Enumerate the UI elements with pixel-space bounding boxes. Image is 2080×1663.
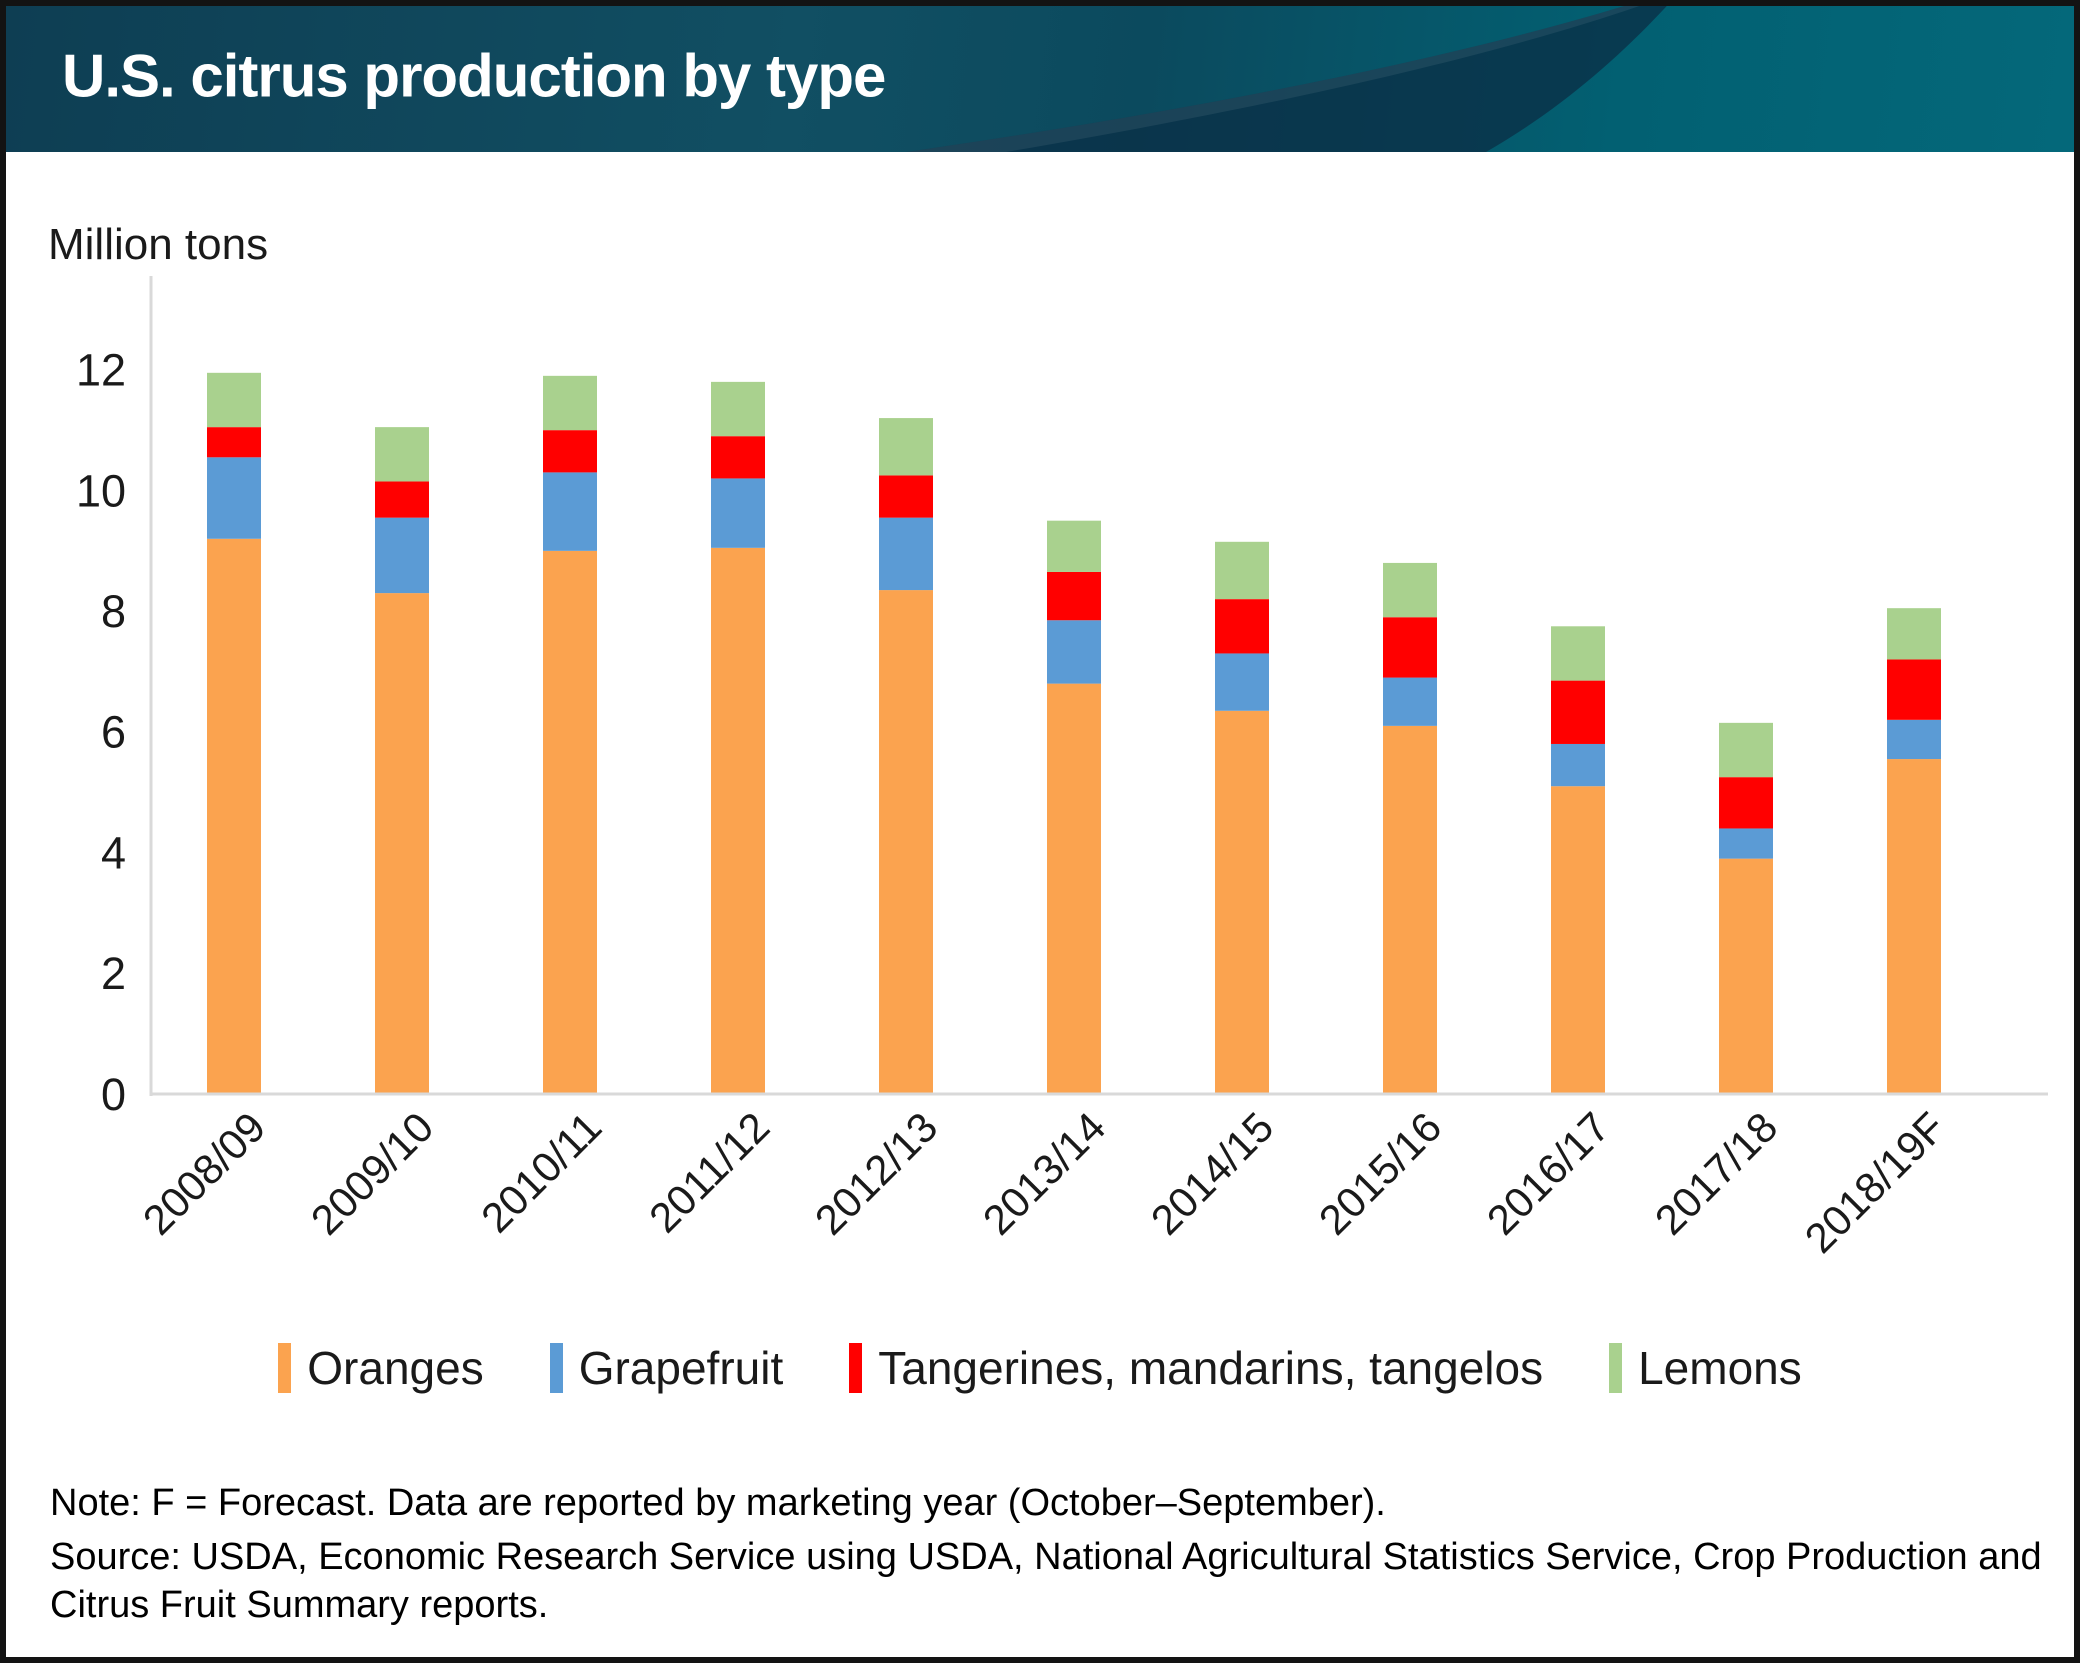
- bar-segment: [375, 427, 429, 482]
- legend-label: Grapefruit: [578, 1342, 784, 1394]
- legend-item-grapefruit: Grapefruit: [549, 1341, 784, 1395]
- bar-segment: [1215, 710, 1269, 1094]
- x-category-label: 2016/17: [1478, 1103, 1619, 1244]
- bar-segment: [1383, 562, 1437, 618]
- x-category-label: 2012/13: [806, 1103, 947, 1244]
- bar-segment: [879, 475, 933, 518]
- header-swoosh-graphic: [906, 6, 1667, 152]
- bar-segment: [1887, 719, 1941, 760]
- bar-segment: [879, 418, 933, 476]
- source-text: Source: USDA, Economic Research Service …: [50, 1534, 2060, 1630]
- bar-segment: [1383, 617, 1437, 678]
- x-category-label: 2008/09: [134, 1103, 275, 1244]
- bar-segment: [1719, 858, 1773, 1094]
- bar-segment: [207, 427, 261, 458]
- note-text: Note: F = Forecast. Data are reported by…: [50, 1482, 1386, 1524]
- bar-segment: [1047, 620, 1101, 684]
- x-category-label: 2015/16: [1310, 1103, 1451, 1244]
- bar-segment: [711, 381, 765, 437]
- bar-segment: [375, 593, 429, 1094]
- x-category-label: 2014/15: [1142, 1103, 1283, 1244]
- legend-label: Tangerines, mandarins, tangelos: [878, 1342, 1544, 1394]
- bar-segment: [1887, 659, 1941, 720]
- header-banner: U.S. citrus production by type: [6, 6, 2074, 152]
- bar-segment: [1719, 828, 1773, 859]
- bar-segment: [543, 375, 597, 431]
- y-tick-label: 4: [101, 827, 126, 878]
- x-category-label: 2013/14: [974, 1103, 1115, 1244]
- bar-segment: [1719, 722, 1773, 778]
- bar-segment: [1383, 725, 1437, 1094]
- bar-segment: [711, 547, 765, 1094]
- x-category-label: 2009/10: [302, 1103, 443, 1244]
- legend-label: Lemons: [1638, 1342, 1802, 1394]
- bar-segment: [1215, 599, 1269, 654]
- bar-segment: [207, 372, 261, 428]
- y-tick-label: 2: [101, 948, 126, 999]
- bar-segment: [879, 590, 933, 1094]
- x-category-label: 2011/12: [640, 1103, 778, 1241]
- bar-segment: [1551, 680, 1605, 744]
- bar-segment: [1215, 541, 1269, 600]
- bar-segment: [207, 457, 261, 539]
- bar-segment: [1383, 677, 1437, 726]
- y-axis-title: Million tons: [48, 220, 269, 269]
- bar-segment: [543, 472, 597, 551]
- legend-swatch-oranges: [278, 1343, 292, 1393]
- bar-segment: [1551, 786, 1605, 1094]
- legend-item-tangerines: Tangerines, mandarins, tangelos: [849, 1341, 1543, 1395]
- bar-segment: [1047, 571, 1101, 621]
- bar-segment: [375, 481, 429, 518]
- y-tick-label: 0: [101, 1069, 126, 1120]
- y-tick-label: 6: [101, 707, 126, 758]
- legend: Oranges Grapefruit Tangerines, mandarins…: [6, 1338, 2074, 1398]
- y-tick-label: 8: [101, 586, 126, 637]
- x-category-label: 2010/11: [472, 1103, 610, 1241]
- bar-segment: [375, 517, 429, 594]
- bar-segment: [1215, 653, 1269, 711]
- y-tick-label: 12: [76, 345, 126, 396]
- bar-segment: [711, 478, 765, 548]
- bar-segment: [1047, 683, 1101, 1094]
- x-category-label: 2018/19F: [1796, 1103, 1955, 1262]
- source-line-2: Citrus Fruit Summary reports.: [50, 1583, 549, 1626]
- bar-segment: [1047, 520, 1101, 572]
- bar-segment: [1719, 777, 1773, 829]
- bar-segment: [879, 517, 933, 591]
- source-line-1: Source: USDA, Economic Research Service …: [50, 1536, 2042, 1578]
- legend-item-oranges: Oranges: [278, 1341, 484, 1395]
- bar-segment: [1887, 759, 1941, 1094]
- bar-segment: [543, 550, 597, 1094]
- legend-label: Oranges: [307, 1342, 484, 1394]
- bar-segment: [1551, 743, 1605, 787]
- legend-swatch-tangerines: [849, 1343, 863, 1393]
- x-category-label: 2017/18: [1646, 1103, 1787, 1244]
- legend-swatch-grapefruit: [549, 1343, 563, 1393]
- legend-item-lemons: Lemons: [1609, 1341, 1802, 1395]
- bar-segment: [543, 430, 597, 473]
- y-tick-label: 10: [76, 465, 126, 516]
- bar-segment: [1551, 626, 1605, 681]
- bar-segment: [711, 436, 765, 479]
- legend-swatch-lemons: [1609, 1343, 1623, 1393]
- page-title: U.S. citrus production by type: [62, 42, 886, 110]
- bar-segment: [1887, 608, 1941, 660]
- bar-segment: [207, 538, 261, 1094]
